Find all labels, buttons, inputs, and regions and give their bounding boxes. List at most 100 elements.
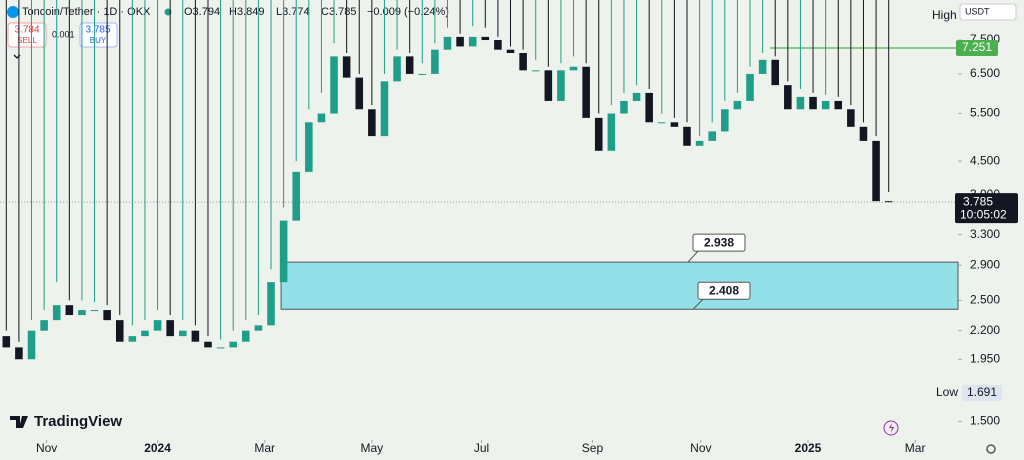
candle-body xyxy=(494,40,502,50)
candle-body xyxy=(670,122,679,127)
candle-body xyxy=(657,122,666,124)
candle-body xyxy=(620,100,628,114)
candle-body xyxy=(506,49,515,54)
candle-body xyxy=(632,92,641,101)
candle-body xyxy=(254,325,263,331)
currency: USDT xyxy=(965,6,990,16)
low-value: 1.691 xyxy=(967,385,997,399)
candle-body xyxy=(405,56,414,74)
candle-body xyxy=(216,347,225,349)
x-tick-label: Nov xyxy=(36,441,57,455)
x-tick-label: Jul xyxy=(474,441,489,455)
candle-body xyxy=(27,330,36,360)
candle-body xyxy=(733,100,742,110)
candle-body xyxy=(166,320,174,337)
candle-body xyxy=(708,131,716,141)
candle-body xyxy=(330,56,338,114)
candle-body xyxy=(569,66,578,71)
y-tick-label: 6.500 xyxy=(970,66,1000,80)
candle-body xyxy=(178,330,187,337)
target-label: 7.251 xyxy=(962,40,992,54)
candle-body xyxy=(191,330,200,342)
candle-body xyxy=(393,56,401,82)
support-zone xyxy=(280,261,959,310)
low-label: Low xyxy=(936,385,958,399)
candle-body xyxy=(443,36,452,50)
ohlc-low: L3.774 xyxy=(276,6,310,18)
candle-body xyxy=(695,140,704,146)
candle-body xyxy=(784,85,792,110)
y-tick-label: 3.300 xyxy=(970,227,1000,241)
y-tick-label: 2.200 xyxy=(970,323,1000,337)
x-tick-label: May xyxy=(361,441,384,455)
buy-button[interactable] xyxy=(79,22,118,48)
candle-body xyxy=(721,109,729,132)
candle-body xyxy=(557,70,565,101)
ohlc-high: H3.849 xyxy=(229,6,264,18)
candle-body xyxy=(821,100,830,110)
candle-body xyxy=(204,341,212,348)
x-tick-label: Nov xyxy=(690,441,711,455)
y-tick-label: 1.500 xyxy=(970,414,1000,428)
candle-body xyxy=(859,126,868,141)
candle-body xyxy=(65,305,74,316)
candle-body xyxy=(809,96,817,110)
y-tick-label: 5.500 xyxy=(970,106,1000,120)
candle-body xyxy=(40,320,48,331)
candle-body xyxy=(746,73,754,101)
ohlc-close: C3.785 xyxy=(321,6,356,18)
y-tick-label: 4.500 xyxy=(970,153,1000,167)
candle-body xyxy=(78,310,86,316)
ohlc-change: −0.009 (−0.24%) xyxy=(367,6,449,18)
y-tick-label: 2.500 xyxy=(970,293,1000,307)
candle-body xyxy=(141,330,149,337)
candle-body xyxy=(683,126,691,146)
candle-body xyxy=(229,341,237,348)
candle-body xyxy=(594,117,603,151)
candle-body xyxy=(2,336,11,348)
candle-body xyxy=(380,81,389,137)
y-tick-label: 1.950 xyxy=(970,351,1000,365)
candle-body xyxy=(645,92,653,123)
sell-button[interactable] xyxy=(7,22,47,48)
callout-box xyxy=(697,281,751,300)
candle-body xyxy=(771,59,780,86)
candle-body xyxy=(103,310,111,321)
brand: TradingView xyxy=(34,413,122,430)
candle-body xyxy=(872,140,880,202)
x-tick-label: 2024 xyxy=(144,441,171,455)
y-tick-label: 2.900 xyxy=(970,257,1000,271)
callout-label: 2.408 xyxy=(709,283,739,297)
high-label: High xyxy=(932,8,957,22)
candle-body xyxy=(456,36,464,47)
candle-body xyxy=(368,109,376,137)
ohlc-open: O3.794 xyxy=(184,6,220,18)
candle-body xyxy=(847,109,855,127)
x-tick-label: Sep xyxy=(582,441,604,455)
candle-body xyxy=(267,282,275,326)
buy-price: 3.785 xyxy=(85,25,110,36)
brand-logo xyxy=(10,416,28,428)
candle-body xyxy=(418,73,427,75)
buy-label: BUY xyxy=(90,36,107,45)
candle-body xyxy=(607,113,616,151)
symbol: Toncoin/Tether · 1D · OKX xyxy=(22,6,151,18)
candle-body xyxy=(317,113,326,123)
candle-body xyxy=(305,122,313,172)
candle-body xyxy=(519,53,527,71)
candle-body xyxy=(279,220,288,283)
target-label-box xyxy=(956,40,998,57)
settings-icon[interactable] xyxy=(986,444,996,454)
candle-body xyxy=(758,59,767,74)
candle-body xyxy=(52,305,61,321)
alert-bolt xyxy=(889,423,894,433)
candle-body xyxy=(115,320,124,342)
callout-pointer xyxy=(687,250,699,263)
candle-body xyxy=(342,56,351,78)
symbol-logo xyxy=(7,6,19,18)
alert-icon[interactable] xyxy=(883,420,899,436)
candle-body xyxy=(796,96,805,110)
candle-body xyxy=(531,70,540,72)
currency-select[interactable] xyxy=(959,3,1017,21)
